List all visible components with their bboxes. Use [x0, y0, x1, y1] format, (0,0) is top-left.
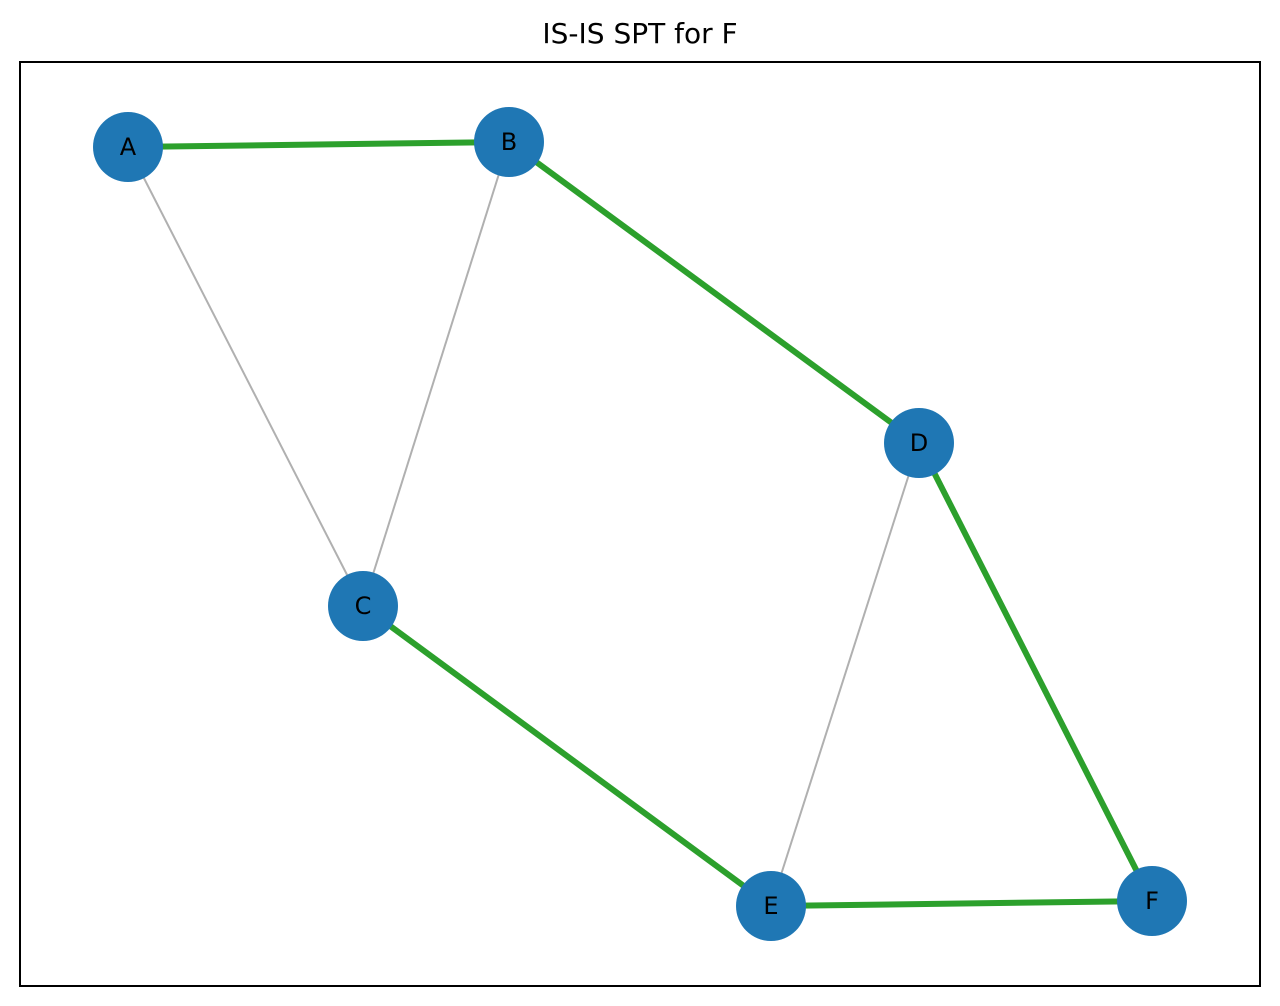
- node-circle-f: [1117, 866, 1187, 936]
- node-label-e: E: [763, 892, 778, 920]
- node-d: D: [884, 408, 954, 478]
- node-circle-e: [736, 871, 806, 941]
- node-label-d: D: [910, 429, 928, 457]
- plot-frame: [19, 61, 1261, 987]
- node-circle-d: [884, 408, 954, 478]
- node-c: C: [328, 571, 398, 641]
- edges-layer: [127, 139, 1155, 909]
- edge-b-c: [362, 141, 510, 607]
- node-label-c: C: [355, 592, 372, 620]
- node-label-b: B: [501, 128, 517, 156]
- figure-title: IS-IS SPT for F: [542, 17, 738, 50]
- node-label-a: A: [120, 133, 137, 161]
- node-circle-a: [93, 112, 163, 182]
- spt-edge-e-f: [770, 898, 1153, 909]
- edge-d-e: [770, 442, 920, 907]
- spt-edge-d-f: [916, 441, 1155, 903]
- node-circle-b: [474, 107, 544, 177]
- node-b: B: [474, 107, 544, 177]
- spt-edge-c-e: [361, 603, 773, 909]
- node-a: A: [93, 112, 163, 182]
- edge-a-c: [127, 146, 364, 607]
- node-circle-c: [328, 571, 398, 641]
- spt-edge-b-d: [507, 139, 921, 446]
- nodes-layer: A B C D E F: [93, 107, 1187, 941]
- node-e: E: [736, 871, 806, 941]
- node-label-f: F: [1145, 887, 1159, 915]
- spt-edge-a-b: [127, 139, 510, 150]
- node-f: F: [1117, 866, 1187, 936]
